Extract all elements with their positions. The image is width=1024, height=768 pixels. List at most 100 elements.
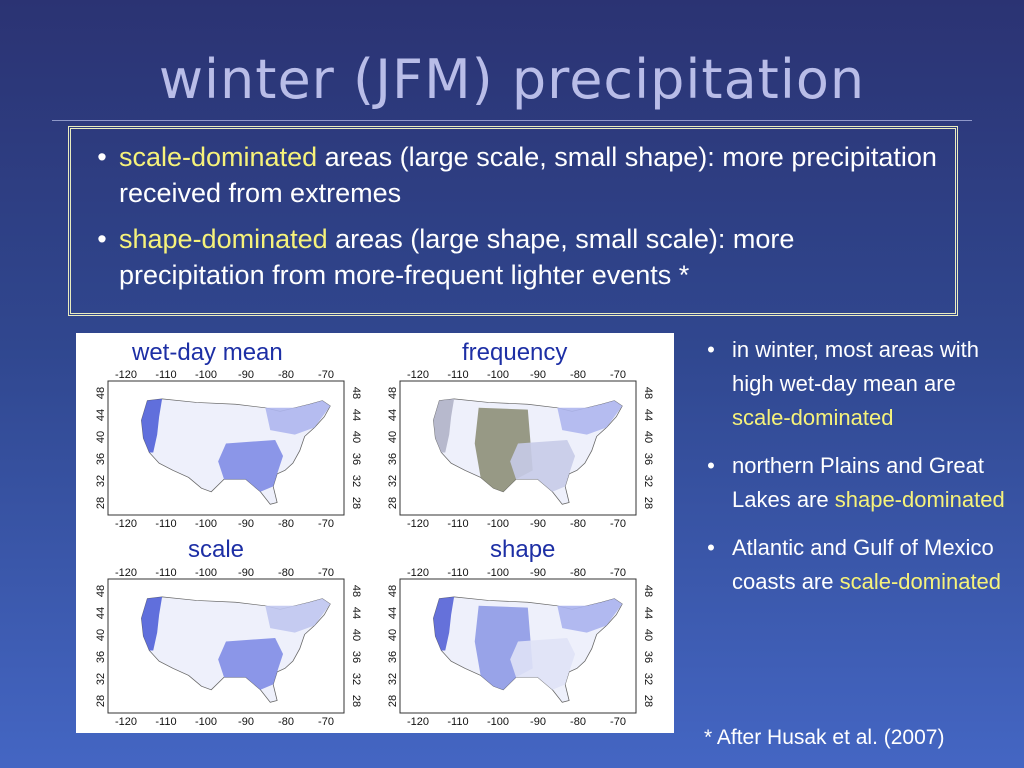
lon-tick-label: -110 bbox=[155, 369, 176, 381]
lat-tick-label: 32 bbox=[387, 475, 399, 487]
map-label-shape: shape bbox=[490, 536, 556, 563]
map-label-wet-day-mean: wet-day mean bbox=[132, 339, 283, 366]
bullet-rest: areas (large shape, small scale): more p… bbox=[119, 224, 795, 290]
lat-tick-label: 48 bbox=[387, 585, 399, 597]
lon-tick-label: -120 bbox=[115, 369, 137, 381]
shaded-region bbox=[557, 598, 623, 633]
lon-tick-label: -120 bbox=[407, 369, 429, 381]
map-scale: -120 -120 -110 -110 -100 -100 -90 -90 -80 -80 -70 -… bbox=[95, 567, 362, 727]
lat-tick-label: 44 bbox=[95, 607, 107, 619]
us-outline-group bbox=[141, 398, 331, 505]
bullet-marker: • bbox=[707, 453, 715, 478]
map-frame bbox=[107, 380, 345, 516]
highlight-term: scale-dominated bbox=[839, 569, 1002, 594]
bullet-marker: • bbox=[707, 337, 715, 362]
lon-tick-label: -80 bbox=[570, 567, 586, 579]
map-frequency: -120 -120 -110 -110 -100 -100 -90 -90 -80 -80 -70 -… bbox=[387, 369, 654, 529]
lon-tick-label: -90 bbox=[530, 567, 546, 579]
lat-tick-label: 44 bbox=[350, 409, 362, 421]
lat-tick-label: 48 bbox=[350, 387, 362, 399]
lat-tick-label: 40 bbox=[95, 629, 107, 641]
lat-tick-label: 48 bbox=[95, 387, 107, 399]
lat-tick-label: 36 bbox=[642, 651, 654, 663]
us-outline-group bbox=[141, 596, 331, 703]
shaded-region bbox=[265, 598, 331, 633]
map-shape: -120 -120 -110 -110 -100 -100 -90 -90 -80 -80 -70 -… bbox=[387, 567, 654, 727]
map-frame bbox=[399, 380, 637, 516]
slide-title: winter (JFM) precipitation bbox=[158, 48, 866, 111]
lat-tick-label: 40 bbox=[642, 629, 654, 641]
lat-tick-label: 48 bbox=[350, 585, 362, 597]
lon-tick-label: -70 bbox=[610, 716, 626, 727]
lat-tick-label: 32 bbox=[350, 673, 362, 685]
bullet-text: northern Plains and Great Lakes are shap… bbox=[732, 449, 1010, 517]
lat-tick-label: 44 bbox=[387, 607, 399, 619]
side-bullet: • northern Plains and Great Lakes are sh… bbox=[690, 449, 1010, 517]
lon-tick-label: -110 bbox=[447, 567, 468, 579]
summary-bullet: • scale-dominated areas (large scale, sm… bbox=[85, 139, 941, 211]
footnote: * After Husak et al. (2007) bbox=[704, 726, 945, 749]
shaded-region bbox=[265, 400, 331, 435]
lat-tick-label: 32 bbox=[95, 673, 107, 685]
lon-tick-label: -110 bbox=[447, 518, 468, 529]
lat-tick-label: 32 bbox=[95, 475, 107, 487]
lon-tick-label: -90 bbox=[238, 369, 254, 381]
lat-tick-label: 28 bbox=[95, 497, 107, 509]
shaded-region bbox=[141, 398, 163, 453]
lon-tick-label: -120 bbox=[407, 716, 429, 727]
bullet-text: scale-dominated areas (large scale, smal… bbox=[119, 139, 941, 211]
bullet-text: shape-dominated areas (large shape, smal… bbox=[119, 221, 941, 293]
lat-tick-label: 28 bbox=[95, 695, 107, 707]
lon-tick-label: -70 bbox=[318, 518, 334, 529]
side-bullet: • Atlantic and Gulf of Mexico coasts are… bbox=[690, 531, 1010, 599]
lon-tick-label: -120 bbox=[115, 716, 137, 727]
lon-tick-label: -80 bbox=[278, 369, 294, 381]
lon-tick-label: -120 bbox=[407, 567, 429, 579]
map-wet-day-mean: -120 -120 -110 -110 -100 -100 -90 -90 -80 -80 -70 -… bbox=[95, 369, 362, 529]
summary-bullet: • shape-dominated areas (large shape, sm… bbox=[85, 221, 941, 293]
bullet-text: in winter, most areas with high wet-day … bbox=[732, 333, 1010, 435]
bullet-text: Atlantic and Gulf of Mexico coasts are s… bbox=[732, 531, 1010, 599]
lon-tick-label: -100 bbox=[487, 716, 509, 727]
lat-tick-label: 28 bbox=[350, 695, 362, 707]
lon-tick-label: -80 bbox=[278, 716, 294, 727]
lat-tick-label: 36 bbox=[95, 651, 107, 663]
map-label-frequency: frequency bbox=[462, 339, 568, 366]
lat-tick-label: 28 bbox=[387, 497, 399, 509]
lat-tick-label: 40 bbox=[95, 431, 107, 443]
map-label-scale: scale bbox=[188, 536, 245, 563]
lon-tick-label: -80 bbox=[570, 369, 586, 381]
lon-tick-label: -120 bbox=[115, 518, 137, 529]
shaded-region bbox=[218, 637, 284, 690]
bullet-marker: • bbox=[97, 224, 107, 254]
lat-tick-label: 48 bbox=[387, 387, 399, 399]
lon-tick-label: -70 bbox=[318, 716, 334, 727]
side-bullet: • in winter, most areas with high wet-da… bbox=[690, 333, 1010, 435]
lat-tick-label: 40 bbox=[642, 431, 654, 443]
bullet-rest: areas (large scale, small shape): more p… bbox=[119, 142, 937, 208]
map-frame bbox=[107, 578, 345, 714]
shaded-region bbox=[557, 400, 623, 435]
lat-tick-label: 36 bbox=[95, 453, 107, 465]
highlight-term: scale-dominated bbox=[119, 142, 318, 172]
shaded-region bbox=[510, 439, 576, 492]
lat-tick-label: 40 bbox=[350, 629, 362, 641]
shaded-region bbox=[510, 637, 576, 690]
lon-tick-label: -110 bbox=[447, 369, 468, 381]
lon-tick-label: -120 bbox=[115, 567, 137, 579]
us-outline-group bbox=[433, 398, 623, 505]
lat-tick-label: 44 bbox=[642, 607, 654, 619]
lon-tick-label: -70 bbox=[610, 567, 626, 579]
highlight-term: scale-dominated bbox=[732, 405, 894, 430]
lon-tick-label: -80 bbox=[570, 518, 586, 529]
bullet-marker: • bbox=[707, 535, 715, 560]
lat-tick-label: 44 bbox=[350, 607, 362, 619]
bullet-marker: • bbox=[97, 142, 107, 172]
lon-tick-label: -80 bbox=[278, 518, 294, 529]
bullet-rest: in winter, most areas with high wet-day … bbox=[732, 337, 979, 396]
lon-tick-label: -100 bbox=[487, 518, 509, 529]
lat-tick-label: 44 bbox=[387, 409, 399, 421]
lon-tick-label: -110 bbox=[447, 716, 468, 727]
lon-tick-label: -90 bbox=[530, 716, 546, 727]
lon-tick-label: -100 bbox=[195, 716, 217, 727]
